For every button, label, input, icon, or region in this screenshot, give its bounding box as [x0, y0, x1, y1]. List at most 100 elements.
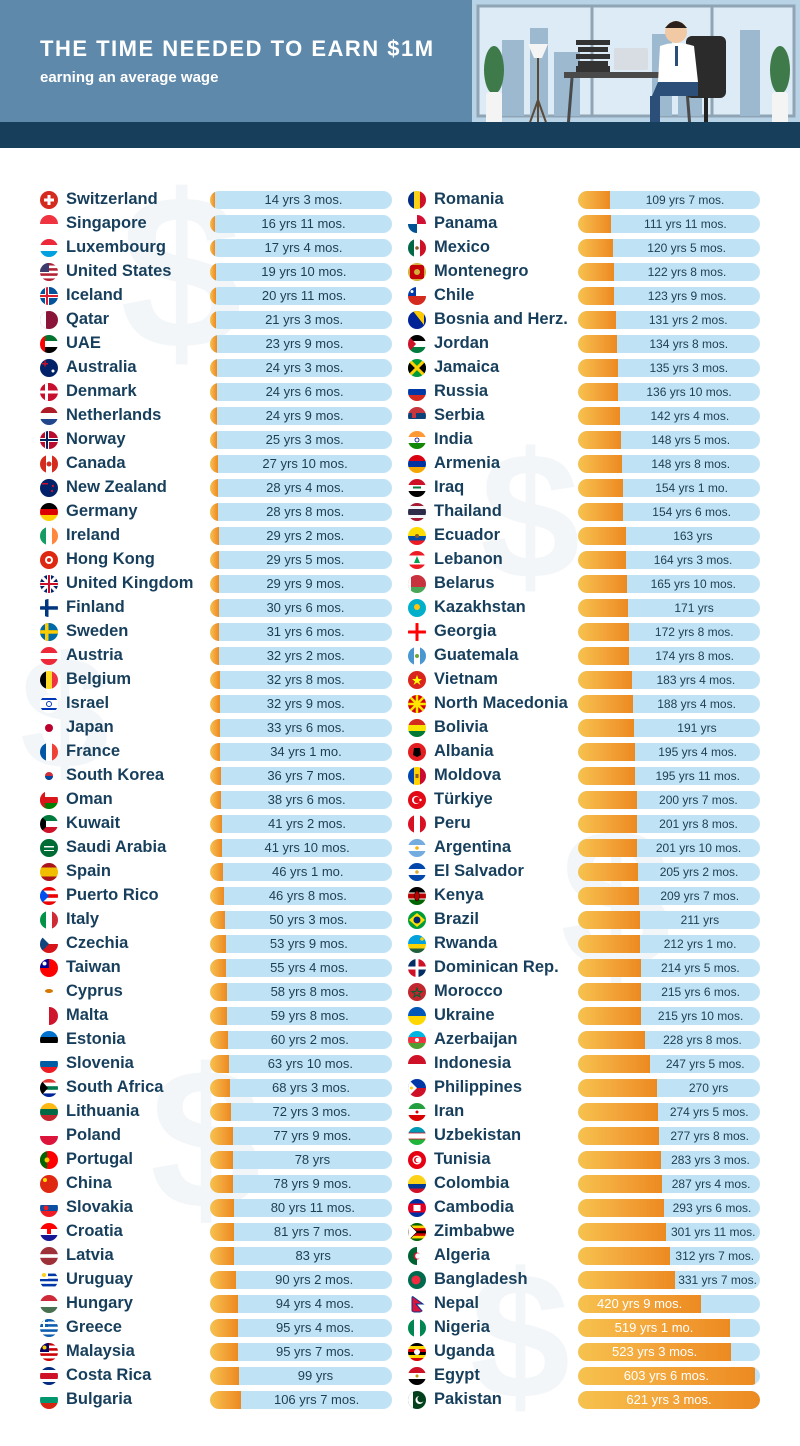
country-label: Iran: [434, 1102, 465, 1120]
country-label: Armenia: [434, 454, 501, 472]
value-label: 163 yrs: [673, 529, 713, 543]
country-label: Serbia: [434, 406, 485, 424]
country-label: Thailand: [434, 502, 502, 520]
chart-row: Moldova 195 yrs 11 mos.: [408, 764, 788, 788]
bar-track: 81 yrs 7 mos.: [210, 1223, 392, 1241]
bar-track: 14 yrs 3 mos.: [210, 191, 392, 209]
value-label: 331 yrs 7 mos.: [678, 1273, 757, 1287]
bar-track: 41 yrs 10 mos.: [210, 839, 392, 857]
value-label: 38 yrs 6 mos.: [267, 792, 346, 807]
chart-row: Bangladesh 331 yrs 7 mos.: [408, 1268, 788, 1292]
bar-track: 78 yrs 9 mos.: [210, 1175, 392, 1193]
bar-track: 29 yrs 9 mos.: [210, 575, 392, 593]
chart-row: Morocco 215 yrs 6 mos.: [408, 980, 788, 1004]
chart-row: Singapore 16 yrs 11 mos.: [40, 212, 420, 236]
country-label: Uganda: [434, 1342, 495, 1360]
value-label: 36 yrs 7 mos.: [267, 768, 346, 783]
value-label: 200 yrs 7 mos.: [659, 793, 738, 807]
country-label: Estonia: [66, 1030, 126, 1048]
bar: [578, 1247, 670, 1265]
bar-track: 58 yrs 8 mos.: [210, 983, 392, 1001]
estonia-flag-icon: [40, 1031, 58, 1049]
value-label: 78 yrs: [294, 1152, 331, 1167]
chart-row: Malta 59 yrs 8 mos.: [40, 1004, 420, 1028]
country-label: Cyprus: [66, 982, 123, 1000]
bar-track: 29 yrs 2 mos.: [210, 527, 392, 545]
chart-row: Iceland 20 yrs 11 mos.: [40, 284, 420, 308]
bar: [210, 1199, 234, 1217]
bar: [210, 551, 219, 569]
chart-row: Panama 111 yrs 11 mos.: [408, 212, 788, 236]
country-label: El Salvador: [434, 862, 524, 880]
chart-row: Bulgaria 106 yrs 7 mos.: [40, 1388, 420, 1412]
bar-track: 32 yrs 2 mos.: [210, 647, 392, 665]
bar: [578, 743, 636, 761]
country-label: Taiwan: [66, 958, 121, 976]
moldova-flag-icon: [408, 767, 426, 785]
country-label: Switzerland: [66, 190, 158, 208]
bar-track: 228 yrs 8 mos.: [578, 1031, 760, 1049]
country-label: Malaysia: [66, 1342, 135, 1360]
sweden-flag-icon: [40, 623, 58, 641]
chart-row: Rwanda 212 yrs 1 mo.: [408, 932, 788, 956]
country-label: Bangladesh: [434, 1270, 528, 1288]
country-label: Kenya: [434, 886, 484, 904]
bar: [210, 1247, 235, 1265]
bar: [578, 1295, 702, 1313]
value-label: 30 yrs 6 mos.: [266, 600, 345, 615]
country-label: Croatia: [66, 1222, 123, 1240]
kuwait-flag-icon: [40, 815, 58, 833]
bar-track: 142 yrs 4 mos.: [578, 407, 760, 425]
value-label: 148 yrs 5 mos.: [651, 433, 731, 447]
value-label: 55 yrs 4 mos.: [270, 960, 349, 975]
value-label: 164 yrs 3 mos.: [653, 553, 733, 567]
value-label: 274 yrs 5 mos.: [669, 1105, 749, 1119]
country-label: South Africa: [66, 1078, 164, 1096]
country-label: Ecuador: [434, 526, 501, 544]
chile-flag-icon: [408, 287, 426, 305]
value-label: 24 yrs 6 mos.: [265, 384, 344, 399]
country-label: New Zealand: [66, 478, 167, 496]
country-label: Cambodia: [434, 1198, 514, 1216]
country-label: Slovakia: [66, 1198, 133, 1216]
bar-track: 420 yrs 9 mos.: [578, 1295, 760, 1313]
country-label: China: [66, 1174, 112, 1192]
value-label: 81 yrs 7 mos.: [273, 1224, 352, 1239]
bar-track: 53 yrs 9 mos.: [210, 935, 392, 953]
country-label: Bulgaria: [66, 1390, 133, 1408]
bar: [210, 767, 221, 785]
country-label: India: [434, 430, 473, 448]
chart-row: Estonia 60 yrs 2 mos.: [40, 1028, 420, 1052]
bar-track: 188 yrs 4 mos.: [578, 695, 760, 713]
bar: [578, 983, 642, 1001]
bar: [578, 1343, 732, 1361]
bar: [210, 695, 220, 713]
panama-flag-icon: [408, 215, 426, 233]
chart-row: Netherlands 24 yrs 9 mos.: [40, 404, 420, 428]
poland-flag-icon: [40, 1127, 58, 1145]
value-label: 183 yrs 4 mos.: [656, 673, 736, 687]
chart-row: Puerto Rico 46 yrs 8 mos.: [40, 884, 420, 908]
malta-flag-icon: [40, 1007, 58, 1025]
bar-track: 214 yrs 5 mos.: [578, 959, 760, 977]
armenia-flag-icon: [408, 455, 426, 473]
value-label: 34 yrs 1 mo.: [270, 744, 342, 759]
georgia-flag-icon: [408, 623, 426, 641]
value-label: 148 yrs 8 mos.: [651, 457, 731, 471]
country-label: Mexico: [434, 238, 490, 256]
bar-track: 33 yrs 6 mos.: [210, 719, 392, 737]
chart-row: Mexico 120 yrs 5 mos.: [408, 236, 788, 260]
dominican-republic-flag-icon: [408, 959, 426, 977]
country-label: Czechia: [66, 934, 129, 952]
indonesia-flag-icon: [408, 1055, 426, 1073]
country-label: Romania: [434, 190, 504, 208]
bar-track: 123 yrs 9 mos.: [578, 287, 760, 305]
value-label: 94 yrs 4 mos.: [275, 1296, 354, 1311]
colombia-flag-icon: [408, 1175, 426, 1193]
value-label: 134 yrs 8 mos.: [649, 337, 729, 351]
value-label: 201 yrs 8 mos.: [659, 817, 738, 831]
bar: [210, 1079, 230, 1097]
value-label: 46 yrs 1 mo.: [271, 864, 344, 879]
chart-row: Colombia 287 yrs 4 mos.: [408, 1172, 788, 1196]
country-label: Nigeria: [434, 1318, 490, 1336]
